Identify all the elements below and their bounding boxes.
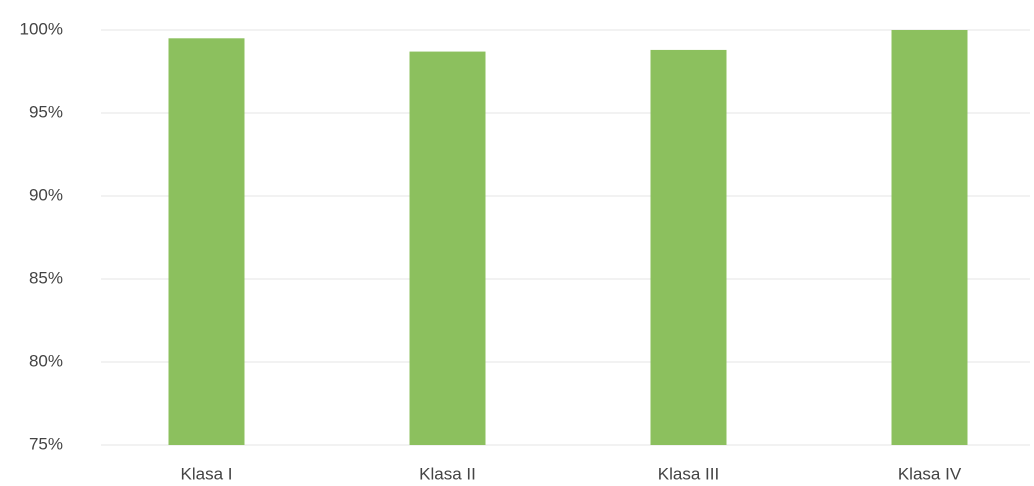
x-tick-label: Klasa I <box>181 464 233 483</box>
y-tick-label: 95% <box>29 102 63 121</box>
y-tick-label: 85% <box>29 268 63 287</box>
y-tick-label: 80% <box>29 351 63 370</box>
bar <box>168 38 245 446</box>
y-tick-label: 75% <box>29 434 63 453</box>
x-tick-label: Klasa III <box>658 464 719 483</box>
bar <box>650 49 727 446</box>
y-tick-label: 90% <box>29 185 63 204</box>
bar <box>409 51 486 446</box>
x-tick-label: Klasa II <box>419 464 476 483</box>
bar <box>891 30 968 445</box>
y-tick-label: 100% <box>20 19 63 38</box>
x-tick-label: Klasa IV <box>898 464 962 483</box>
